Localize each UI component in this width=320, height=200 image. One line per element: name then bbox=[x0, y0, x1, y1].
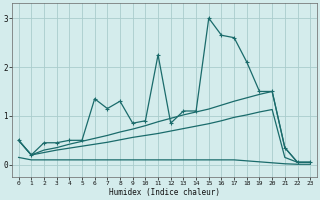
X-axis label: Humidex (Indice chaleur): Humidex (Indice chaleur) bbox=[109, 188, 220, 197]
